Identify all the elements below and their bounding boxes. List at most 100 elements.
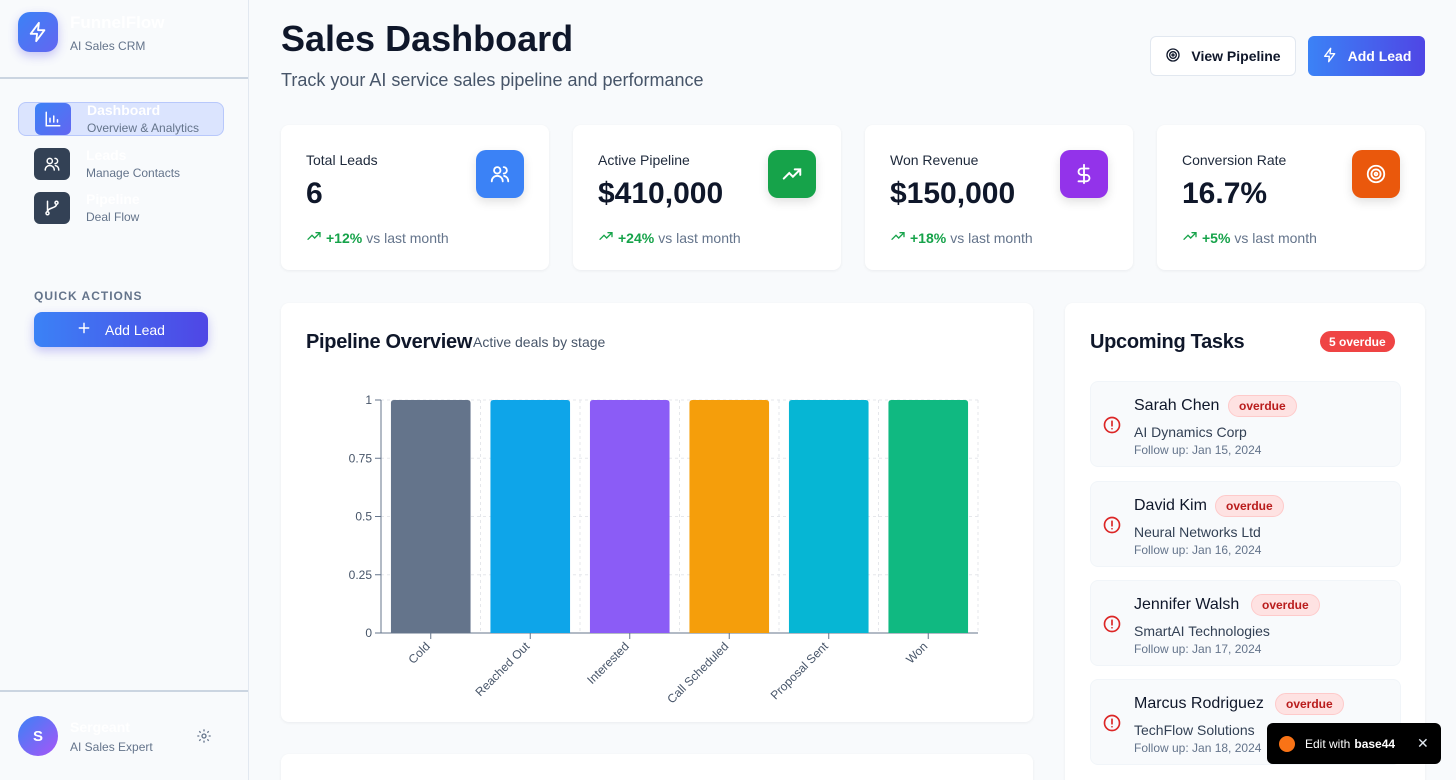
- user-name: Sergeant: [70, 719, 130, 735]
- stat-card-total-leads: Total Leads 6 +12% vs last month: [281, 125, 549, 270]
- stat-value: 16.7%: [1182, 177, 1268, 210]
- task-overdue-badge: overdue: [1215, 495, 1284, 517]
- chart-y-tick-label: 0.75: [349, 451, 373, 465]
- task-date: Follow up: Jan 18, 2024: [1134, 741, 1262, 755]
- page-subtitle: Track your AI service sales pipeline and…: [281, 70, 704, 90]
- target-icon: [1352, 150, 1400, 198]
- task-date: Follow up: Jan 16, 2024: [1134, 543, 1262, 557]
- chart-bar: [490, 400, 571, 633]
- sidebar-item-sub: Deal Flow: [86, 210, 140, 224]
- chart-y-tick-label: 1: [365, 393, 372, 407]
- sidebar-item-sub: Manage Contacts: [86, 166, 181, 180]
- task-overdue-badge: overdue: [1275, 693, 1344, 715]
- chart-y-tick-label: 0.25: [349, 568, 373, 582]
- stat-change: +5%: [1202, 229, 1231, 246]
- stat-change-suffix: vs last month: [1234, 229, 1317, 246]
- task-date: Follow up: Jan 17, 2024: [1134, 642, 1262, 656]
- task-date: Follow up: Jan 15, 2024: [1134, 443, 1262, 457]
- view-pipeline-button[interactable]: View Pipeline: [1150, 36, 1296, 76]
- bar-chart-icon: [35, 103, 71, 135]
- git-branch-icon: [34, 192, 70, 224]
- plus-icon: [77, 321, 91, 338]
- close-icon[interactable]: ✕: [1417, 735, 1429, 751]
- task-company: TechFlow Solutions: [1134, 722, 1255, 738]
- chart-bar: [888, 400, 969, 633]
- chart-x-tick-label: Interested: [584, 639, 632, 687]
- stat-label: Total Leads: [306, 152, 378, 168]
- trending-up-icon: [306, 228, 322, 247]
- stat-card-conversion-rate: Conversion Rate 16.7% +5% vs last month: [1157, 125, 1425, 270]
- sidebar-item-sub: Overview & Analytics: [87, 121, 200, 135]
- trending-up-icon: [768, 150, 816, 198]
- stat-change: +12%: [326, 229, 363, 246]
- sidebar-item-pipeline[interactable]: Pipeline Deal Flow: [18, 191, 224, 226]
- stat-trend: +5% vs last month: [1182, 228, 1317, 247]
- stat-card-won-revenue: Won Revenue $150,000 +18% vs last month: [865, 125, 1133, 270]
- task-company: Neural Networks Ltd: [1134, 524, 1261, 540]
- add-lead-label: Add Lead: [1347, 48, 1412, 64]
- view-pipeline-label: View Pipeline: [1191, 48, 1281, 64]
- task-item[interactable]: Sarah Chen overdue AI Dynamics Corp Foll…: [1090, 381, 1401, 467]
- lightning-icon: [18, 12, 58, 52]
- trending-up-icon: [1182, 228, 1198, 247]
- stat-card-active-pipeline: Active Pipeline $410,000 +24% vs last mo…: [573, 125, 841, 270]
- chart-x-tick-label: Call Scheduled: [664, 639, 731, 706]
- base44-logo-icon: [1279, 735, 1295, 752]
- pipeline-overview-panel: Pipeline Overview Active deals by stage …: [281, 303, 1033, 722]
- overdue-count-badge: 5 overdue: [1320, 331, 1395, 352]
- task-item[interactable]: David Kim overdue Neural Networks Ltd Fo…: [1090, 481, 1401, 567]
- task-contact-name: Jennifer Walsh: [1134, 596, 1240, 613]
- stat-trend: +12% vs last month: [306, 228, 449, 247]
- task-overdue-badge: overdue: [1228, 395, 1297, 417]
- stat-value: 6: [306, 177, 323, 210]
- users-icon: [476, 150, 524, 198]
- stat-change-suffix: vs last month: [366, 229, 449, 246]
- stat-value: $410,000: [598, 177, 724, 210]
- task-company: AI Dynamics Corp: [1134, 424, 1247, 440]
- avatar: S: [18, 716, 58, 756]
- task-item[interactable]: Jennifer Walsh overdue SmartAI Technolog…: [1090, 580, 1401, 666]
- edit-with-base44-toast[interactable]: Edit with base44 ✕: [1267, 723, 1441, 764]
- chart-x-tick-label: Cold: [406, 639, 433, 666]
- stat-label: Won Revenue: [890, 152, 979, 168]
- pipeline-subtitle: Active deals by stage: [473, 334, 606, 350]
- sidebar-divider: [0, 77, 248, 79]
- gear-icon[interactable]: [196, 728, 212, 749]
- chart-bar: [589, 400, 670, 633]
- alert-circle-icon: [1102, 415, 1122, 440]
- chart-x-tick-label: Reached Out: [472, 639, 532, 699]
- stat-change-suffix: vs last month: [658, 229, 741, 246]
- upcoming-tasks-panel: Upcoming Tasks 5 overdue Sarah Chen over…: [1065, 303, 1425, 780]
- users-icon: [34, 148, 70, 180]
- trending-up-icon: [890, 228, 906, 247]
- trending-up-icon: [598, 228, 614, 247]
- stat-trend: +24% vs last month: [598, 228, 741, 247]
- stat-label: Active Pipeline: [598, 152, 690, 168]
- pipeline-bar-chart: 0 0.25 0.5 0.75 1 Cold Reached Out Interested Ca…: [349, 393, 979, 706]
- target-icon: [1165, 47, 1181, 66]
- quick-add-lead-button[interactable]: Add Lead: [34, 312, 208, 347]
- sidebar-item-dashboard[interactable]: Dashboard Overview & Analytics: [18, 102, 224, 136]
- user-profile[interactable]: S Sergeant AI Sales Expert: [18, 716, 153, 756]
- lightning-icon: [1322, 47, 1338, 66]
- sidebar-divider: [0, 690, 248, 692]
- alert-circle-icon: [1102, 614, 1122, 639]
- chart-x-tick-label: Won: [903, 639, 930, 666]
- sidebar: FunnelFlow AI Sales CRM Dashboard Overvi…: [0, 0, 249, 780]
- chart-y-tick-label: 0.5: [355, 510, 372, 524]
- task-contact-name: David Kim: [1134, 497, 1207, 514]
- sidebar-item-leads[interactable]: Leads Manage Contacts: [18, 147, 224, 182]
- brand[interactable]: FunnelFlow AI Sales CRM: [18, 12, 164, 53]
- add-lead-button[interactable]: Add Lead: [1308, 36, 1425, 76]
- task-overdue-badge: overdue: [1251, 594, 1320, 616]
- sidebar-item-label: Pipeline: [86, 191, 140, 207]
- chart-x-tick-label: Proposal Sent: [768, 639, 832, 703]
- brand-subtitle: AI Sales CRM: [70, 39, 146, 53]
- stat-value: $150,000: [890, 177, 1016, 210]
- sidebar-item-label: Leads: [86, 147, 127, 163]
- stat-change: +24%: [618, 229, 655, 246]
- next-panel: [281, 754, 1033, 780]
- stat-change-suffix: vs last month: [950, 229, 1033, 246]
- quick-add-lead-label: Add Lead: [105, 321, 165, 338]
- task-item[interactable]: Marcus Rodriguez overdue TechFlow Soluti…: [1090, 679, 1401, 765]
